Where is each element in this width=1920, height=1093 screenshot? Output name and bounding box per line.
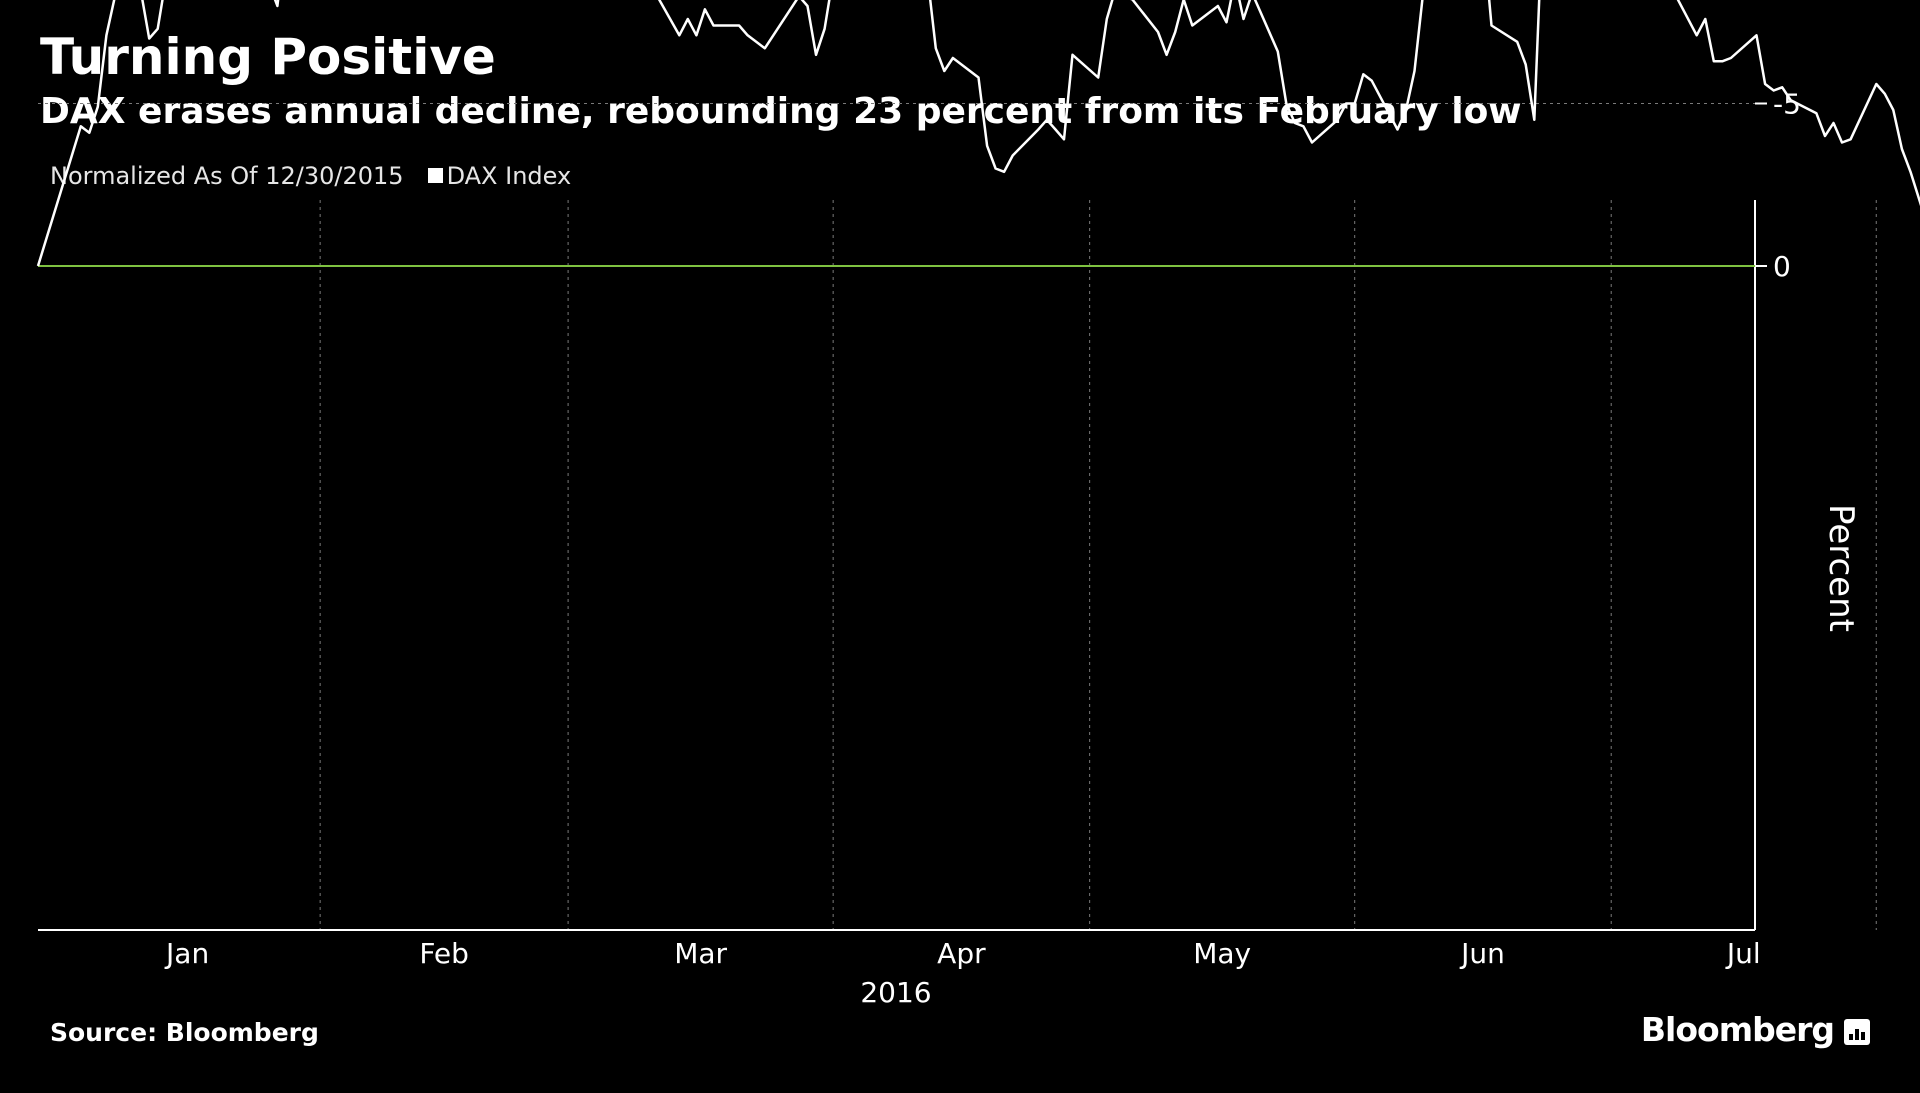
gridlines [38, 103, 1877, 930]
chart-subtitle: DAX erases annual decline, rebounding 23… [40, 91, 1522, 132]
y-axis-title: Percent [1821, 504, 1861, 632]
x-tick-label: Jul [1725, 937, 1761, 970]
bloomberg-terminal-icon [1844, 1019, 1870, 1045]
normalization-note: Normalized As Of 12/30/2015 [50, 162, 404, 190]
legend: Normalized As Of 12/30/2015 DAX Index [50, 160, 571, 192]
series-layer [36, 0, 1920, 267]
annotation-layer: Lowest since October 2014 [366, 0, 1920, 288]
x-tick-label: May [1193, 937, 1251, 970]
x-tick-label: Feb [419, 937, 469, 970]
source-note: Source: Bloomberg [50, 1018, 319, 1047]
brand: Bloomberg [1641, 1008, 1870, 1052]
series-line-dax-index [36, 0, 1920, 267]
legend-series-label: DAX Index [446, 162, 572, 190]
axes: JanFebMarAprMayJunJulAug0-5-10-15-202016… [38, 88, 1861, 1009]
x-axis-title: 2016 [860, 976, 931, 1009]
x-tick-label: Mar [674, 937, 727, 970]
y-tick-label: 0 [1773, 250, 1791, 283]
x-tick-label: Jan [164, 937, 209, 970]
chart-title: Turning Positive [40, 28, 496, 86]
legend-swatch [427, 168, 443, 183]
brand-name: Bloomberg [1640, 1010, 1835, 1049]
x-tick-label: Apr [937, 937, 986, 970]
x-tick-label: Jun [1459, 937, 1505, 970]
